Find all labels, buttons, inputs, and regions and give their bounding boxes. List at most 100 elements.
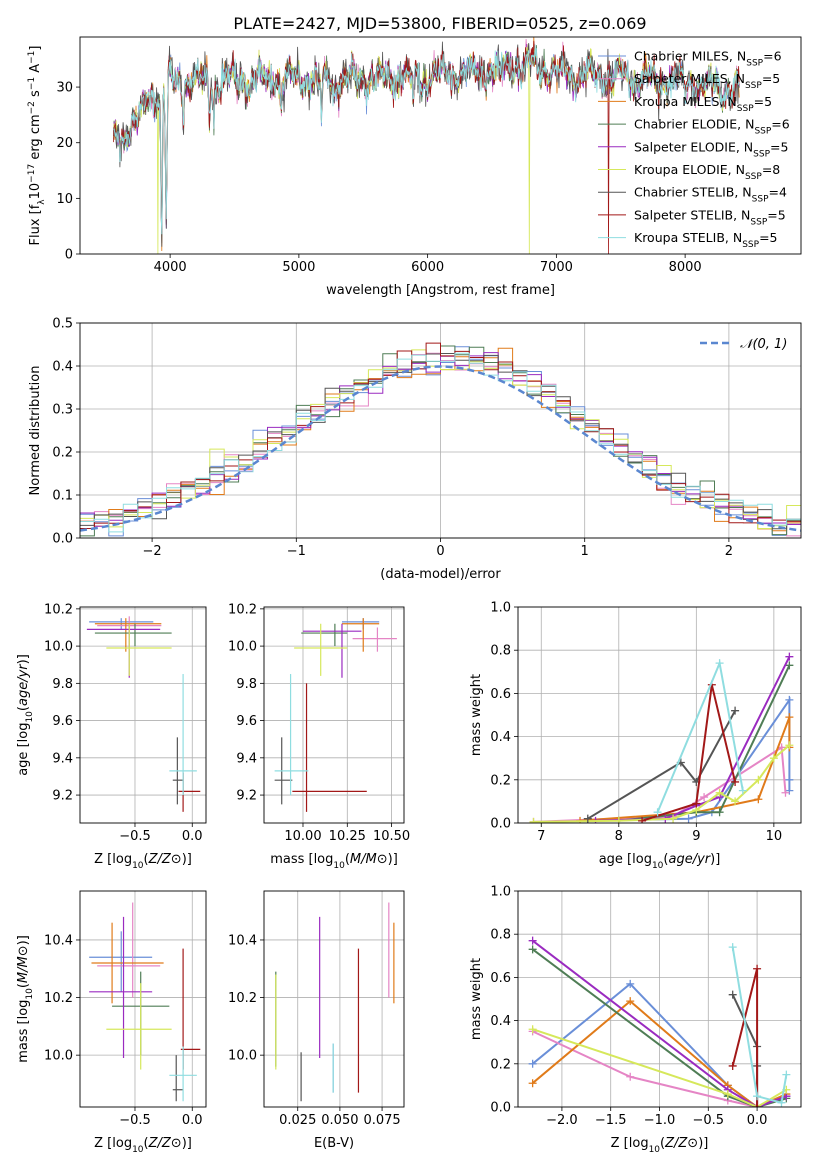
legend-label: Chabrier STELIB, N <box>634 185 752 200</box>
x-tick-label: −0.5 <box>119 829 151 844</box>
errorbar-salpeter-miles <box>352 627 397 652</box>
y-tick-label: 10.2 <box>44 602 73 617</box>
weight-series-salpeter-stelib <box>728 964 762 1107</box>
x-tick-label: 0.025 <box>279 1113 316 1128</box>
legend-sub: SSP <box>745 81 762 91</box>
age-vs-Z-xlabel-part: )] <box>182 852 192 867</box>
age-vs-Z-xlabel-part: Z/Z⊙ <box>148 852 182 867</box>
x-tick-label: −1.0 <box>644 1113 676 1128</box>
errorbar-kroupa-stelib <box>274 674 309 796</box>
weight-vs-Z-xlabel-part: ( <box>660 1136 665 1151</box>
weight-vs-age-xlabel-part: )] <box>710 852 720 867</box>
errorbar-kroupa-miles <box>94 618 162 652</box>
weight-line <box>587 710 736 820</box>
spectrum-xlabel: wavelength [Angstrom, rest frame] <box>326 283 555 298</box>
y-tick-label: 0.4 <box>490 1014 511 1029</box>
weight-marker <box>626 979 635 988</box>
y-tick-label: 0.3 <box>52 403 73 418</box>
normal-legend-label: 𝒩(0, 1) <box>740 337 787 352</box>
y-tick-label: 9.8 <box>52 677 73 692</box>
age-vs-Z-xlabel-part: Z [log <box>94 852 132 867</box>
x-tick-label: 7 <box>537 829 545 844</box>
y-tick-label: 0.2 <box>52 446 73 461</box>
x-tick-label: 1 <box>581 544 589 559</box>
age-vs-Z-xlabel-part: 10 <box>132 861 144 871</box>
weight-vs-age-xlabel-part: ( <box>663 852 668 867</box>
legend-sub: SSP <box>752 195 769 205</box>
age-vs-mass-xlabel-part: mass [log <box>270 852 333 867</box>
errorbar-salpeter-stelib <box>292 683 367 812</box>
mass-vs-Z-ylabel-part: ( <box>16 983 31 988</box>
weight-vs-Z-xlabel-part: Z [log <box>611 1136 649 1151</box>
legend-label: Salpeter ELODIE, N <box>634 139 753 154</box>
y-tick-label: 30 <box>56 81 73 96</box>
weight-marker <box>754 795 763 804</box>
weight-vs-age-xlabel-part: age [log <box>599 852 652 867</box>
spectrum-ylabel: Flux [fλ10−17 erg cm−2 s−1 A−1] <box>27 46 47 246</box>
errorbar-kroupa-elodie <box>106 623 172 676</box>
y-tick-label: 0.6 <box>490 971 511 986</box>
age-vs-Z-ylabel: age [log10(age/yr)] <box>16 654 35 776</box>
residuals-xlabel: (data-model)/error <box>380 567 501 582</box>
mass-vs-Z-xlabel-part: 10 <box>132 1145 144 1155</box>
age-vs-Z-xlabel: Z [log10(Z/Z⊙)] <box>94 852 192 871</box>
x-tick-label: −1 <box>287 544 306 559</box>
weight-marker <box>785 775 794 784</box>
legend-entry-chabrier-stelib: Chabrier STELIB, NSSP=4 <box>634 185 787 205</box>
y-tick-label: 10.4 <box>44 933 73 948</box>
age-vs-Z-frame <box>79 606 207 824</box>
weight-marker <box>781 788 790 797</box>
age-vs-mass-frame <box>263 606 405 824</box>
legend-nssp: =5 <box>759 230 777 245</box>
weight-marker <box>777 1098 786 1107</box>
legend-nssp: =5 <box>770 139 788 154</box>
x-tick-label: 0.0 <box>182 829 203 844</box>
mass-vs-EBV-xlabel: E(B-V) <box>314 1136 354 1151</box>
weight-vs-age-ylabel: mass weight <box>469 674 484 756</box>
errorbar-chabrier-elodie <box>94 623 172 647</box>
x-tick-label: 8 <box>615 829 623 844</box>
legend-label: Salpeter STELIB, N <box>634 207 750 222</box>
age-vs-Z-ylabel-part: )] <box>16 654 31 664</box>
x-tick-label: −1.5 <box>595 1113 627 1128</box>
errorbar-kroupa-elodie <box>106 983 172 1070</box>
y-tick-label: 10.0 <box>44 1049 73 1064</box>
mass-vs-EBV-xlabel-part: E(B-V) <box>314 1136 354 1151</box>
legend-entry-salpeter-stelib: Salpeter STELIB, NSSP=5 <box>634 207 786 227</box>
legend-nssp: =4 <box>769 185 787 200</box>
residual-hist-salpeter-elodie <box>80 352 801 527</box>
weight-vs-Z-frame <box>517 890 802 1108</box>
weight-vs-Z-lines <box>528 936 791 1107</box>
spectrum-ylabel-part: A <box>28 64 43 77</box>
residual-hist-kroupa-stelib <box>80 352 801 533</box>
mass-vs-EBV-points <box>275 902 395 1102</box>
spectrum-ylabel-part: −2 <box>27 101 37 114</box>
mass-vs-Z-ylabel-part: M/M⊙ <box>16 945 31 983</box>
errorbar-chabrier-stelib <box>172 1055 184 1102</box>
age-vs-Z-ylabel-part: 10 <box>25 711 35 723</box>
legend-nssp: =5 <box>767 207 785 222</box>
weight-marker <box>738 786 747 795</box>
legend-entry-kroupa-elodie: Kroupa ELODIE, NSSP=8 <box>634 162 780 182</box>
weight-vs-age-xlabel-part: age/yr <box>668 852 711 867</box>
weight-series-kroupa-elodie <box>529 741 794 823</box>
mass-vs-Z-ylabel-part: mass [log <box>16 1000 31 1063</box>
legend-nssp: =5 <box>754 94 772 109</box>
x-tick-label: 6000 <box>411 260 444 275</box>
x-tick-label: 0.0 <box>747 1113 768 1128</box>
y-tick-label: 9.6 <box>236 714 257 729</box>
age-vs-mass-axes: 10.00 10.25 10.50 9.2 9.4 9.6 9.8 10.0 10.2 <box>228 602 410 844</box>
age-vs-mass-xlabel-part: 10 <box>333 861 345 871</box>
residual-hist-salpeter-stelib <box>80 342 801 529</box>
legend-nssp: =6 <box>763 49 781 64</box>
legend-entry-kroupa-miles: Kroupa MILES, NSSP=5 <box>634 94 772 114</box>
spectrum-ylabel-part: −1 <box>27 51 37 64</box>
residual-histograms <box>80 342 801 537</box>
spectrum-line-kroupa-stelib <box>113 44 740 235</box>
weight-marker <box>754 775 763 784</box>
weight-marker <box>785 741 794 750</box>
age-vs-mass-xlabel-part: M/M⊙ <box>350 852 388 867</box>
weight-marker <box>638 816 647 823</box>
weight-marker <box>528 1025 537 1034</box>
